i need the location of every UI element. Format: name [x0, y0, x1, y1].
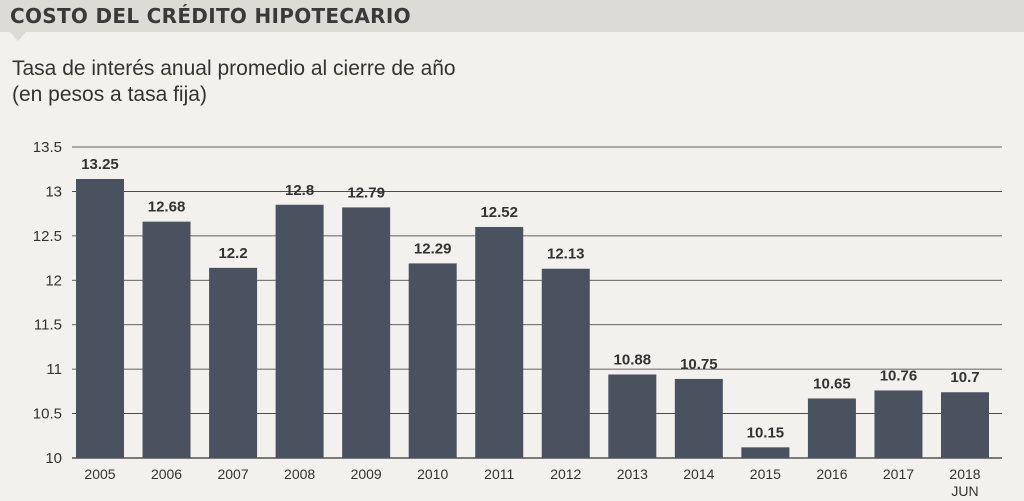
x-tick-label: 2011 — [484, 466, 514, 482]
x-tick-label: 2012 — [550, 466, 581, 482]
data-label: 12.52 — [480, 204, 518, 221]
x-tick-label: 2006 — [151, 466, 182, 482]
data-label: 10.76 — [880, 367, 918, 384]
bar — [209, 267, 258, 458]
bar — [941, 392, 989, 458]
data-label: 12.2 — [218, 245, 247, 262]
bar — [275, 204, 324, 458]
data-label: 10.88 — [614, 351, 652, 368]
y-tick-label: 10.5 — [33, 406, 62, 423]
y-tick-label: 12.5 — [33, 228, 62, 245]
bar — [608, 374, 657, 458]
data-label: 12.79 — [347, 184, 385, 201]
subtitle-line-1: Tasa de interés anual promedio al cierre… — [12, 57, 456, 80]
x-tick-label: 2007 — [217, 466, 248, 482]
bar — [541, 268, 590, 458]
header-notch — [10, 32, 26, 41]
x-tick-label: 2008 — [284, 466, 315, 482]
header-bar — [0, 0, 1024, 32]
bar — [874, 390, 923, 458]
data-label: 10.65 — [813, 375, 851, 392]
bar — [342, 207, 391, 458]
bar — [674, 378, 723, 458]
y-tick-label: 11 — [46, 361, 62, 378]
value-labels: 13.25 12.68 12.2 12.8 12.79 12.29 12.52 12.13 10… — [81, 156, 979, 441]
y-tick-label: 12 — [45, 272, 62, 289]
data-label: 10.75 — [680, 356, 718, 373]
page-title: COSTO DEL CRÉDITO HIPOTECARIO — [10, 4, 411, 28]
bar — [741, 447, 790, 458]
y-tick-label: 11.5 — [34, 317, 62, 334]
x-axis-labels: 2005 2006 2007 2008 2009 2010 2011 2012 2013 2014… — [84, 466, 980, 499]
x-tick-label: 2009 — [351, 466, 382, 482]
chart-subtitle: Tasa de interés anual promedio al cierre… — [12, 56, 456, 108]
data-label: 12.8 — [285, 182, 314, 199]
bars — [76, 178, 989, 458]
data-label: 12.13 — [547, 246, 585, 263]
bar — [142, 221, 191, 458]
x-tick-label: 2005 — [84, 466, 115, 482]
data-label: 10.7 — [950, 369, 979, 386]
x-tick-label: 2014 — [683, 466, 714, 482]
x-tick-label: 2018 — [949, 466, 980, 482]
data-label: 10.15 — [747, 424, 785, 441]
x-tick-label: 2017 — [883, 466, 914, 482]
x-tick-sublabel: JUN — [951, 483, 978, 499]
bar — [807, 398, 856, 458]
y-tick-label: 13.5 — [33, 139, 62, 156]
y-axis-ticks: 10 10.5 11 11.5 12 12.5 13 13.5 — [33, 139, 62, 467]
data-label: 12.29 — [414, 240, 452, 257]
data-label: 13.25 — [81, 156, 119, 173]
x-tick-label: 2010 — [417, 466, 448, 482]
bar — [475, 226, 524, 458]
subtitle-line-2: (en pesos a tasa fija) — [12, 83, 207, 106]
y-tick-label: 13 — [45, 183, 62, 200]
x-tick-label: 2013 — [617, 466, 648, 482]
x-tick-label: 2016 — [816, 466, 847, 482]
bar — [408, 263, 457, 458]
y-tick-label: 10 — [45, 450, 62, 467]
x-tick-label: 2015 — [750, 466, 781, 482]
bar — [76, 178, 124, 458]
data-label: 12.68 — [148, 199, 186, 216]
